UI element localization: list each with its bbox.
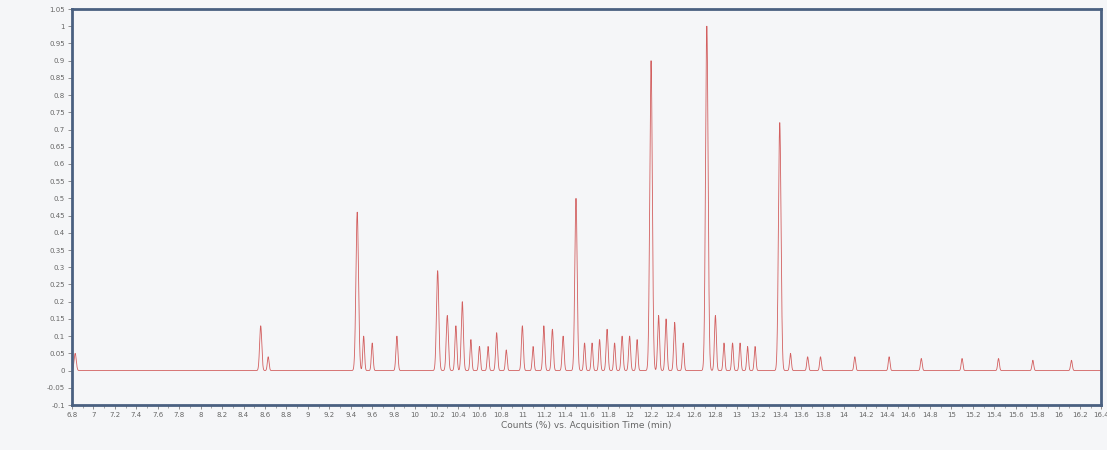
X-axis label: Counts (%) vs. Acquisition Time (min): Counts (%) vs. Acquisition Time (min) [501,421,672,430]
